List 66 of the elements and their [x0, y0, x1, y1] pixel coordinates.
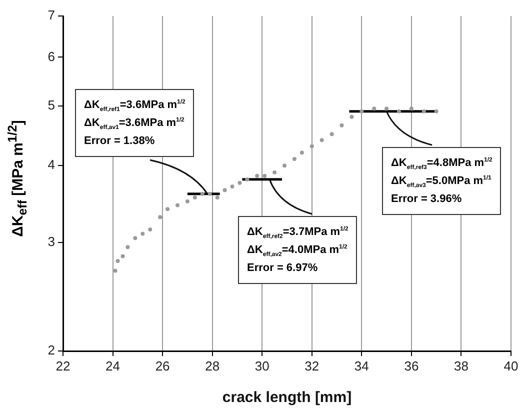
- annotation: Error = 3.96%: [391, 192, 463, 207]
- x-tick-label: 30: [254, 358, 270, 374]
- y-tick-label: 7: [48, 8, 55, 23]
- point: [200, 192, 204, 196]
- point: [330, 132, 334, 136]
- point: [166, 207, 170, 212]
- annotation: ΔK$_{eff,av3}$=5.0MPa m$^{1/1}$: [391, 174, 492, 190]
- x-tick-label: 24: [106, 358, 120, 374]
- point: [175, 203, 180, 208]
- x-tick-label: 28: [205, 358, 220, 374]
- point: [185, 199, 190, 204]
- x-tick-label: 36: [404, 358, 419, 374]
- annotation: ΔK$_{eff,ref2}$=3.7MPa m$^{1/2}$: [247, 225, 348, 241]
- callout-box: ΔK$_{eff,ref3}$=4.8MPa m$^{1/2}$ ΔK$_{eff,av3}$=5.0MPa m$^{1/1}$ Error = 3.96%: [382, 147, 502, 215]
- annotation: ΔK$_{eff,ref1}$=3.6MPa m$^{1/2}$: [84, 98, 186, 114]
- y-tick-label: 5: [48, 98, 55, 113]
- callout-box: ΔK$_{eff,ref2}$=3.7MPa m$^{1/2}$ ΔK$_{eff,av2}$=4.0MPa m$^{1/2}$ Error = 6.97%: [238, 216, 358, 284]
- point: [222, 188, 227, 192]
- point: [310, 144, 314, 148]
- x-tick-label: 38: [454, 358, 468, 374]
- point: [120, 254, 125, 258]
- annotation: ΔK$_{eff,av2}$=4.0MPa m$^{1/2}$: [247, 243, 348, 259]
- point: [255, 174, 260, 178]
- x-tick-label: 32: [304, 358, 320, 374]
- point: [208, 192, 212, 196]
- point: [126, 245, 130, 250]
- x-tick-label: 34: [354, 358, 369, 374]
- point: [320, 138, 324, 142]
- point: [422, 109, 426, 114]
- point: [140, 232, 145, 236]
- point: [238, 180, 242, 185]
- x-tick-label: 40: [504, 358, 518, 374]
- point: [133, 236, 138, 240]
- point: [113, 268, 118, 273]
- point: [397, 109, 401, 114]
- point: [292, 157, 296, 162]
- point: [282, 164, 287, 168]
- callout-box: ΔK$_{eff,ref1}$=3.6MPa m$^{1/2}$ ΔK$_{eff,av1}$=3.6MPa m$^{1/2}$ Error = 1.38%: [75, 89, 194, 157]
- point: [116, 259, 120, 264]
- point: [262, 174, 267, 178]
- point: [409, 106, 414, 111]
- point: [215, 196, 220, 200]
- point: [340, 123, 344, 128]
- x-tick-label: 22: [56, 358, 70, 374]
- point: [192, 196, 197, 200]
- point: [272, 170, 277, 174]
- y-tick-label: 3: [48, 234, 55, 250]
- point: [230, 184, 234, 188]
- x-axis-title: crack length [mm]: [222, 389, 352, 406]
- y-tick-label: 2: [48, 342, 55, 358]
- annotation: ΔK$_{eff,ref3}$=4.8MPa m$^{1/2}$: [391, 156, 492, 172]
- point: [245, 177, 250, 182]
- point: [372, 106, 376, 111]
- point: [158, 215, 162, 220]
- x-tick-label: 26: [155, 358, 170, 374]
- annotation: ΔK$_{eff,av1}$=3.6MPa m$^{1/2}$: [84, 116, 186, 132]
- point: [434, 109, 438, 114]
- point: [350, 114, 354, 119]
- y-tick-label: 6: [48, 48, 55, 64]
- point: [300, 150, 304, 155]
- point: [148, 228, 152, 232]
- y-tick-label: 4: [48, 157, 55, 172]
- annotation: Error = 6.97%: [247, 261, 319, 276]
- annotation: Error = 1.38%: [84, 134, 156, 149]
- point: [360, 109, 364, 114]
- point: [384, 106, 389, 111]
